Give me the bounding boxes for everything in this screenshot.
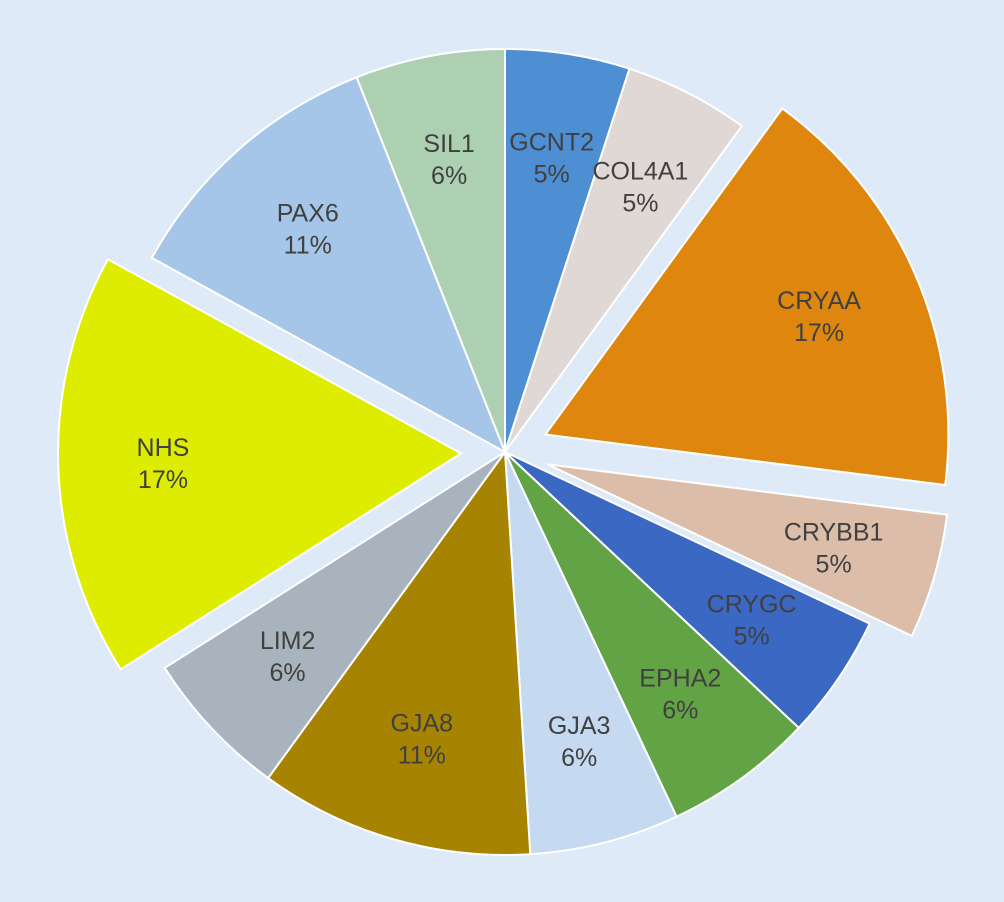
slice-sil1 bbox=[355, 47, 506, 453]
slice-value-pax6: 11% bbox=[284, 231, 332, 259]
slice-value-gja3: 6% bbox=[561, 744, 597, 772]
slice-value-crygc: 5% bbox=[734, 623, 770, 651]
slice-crybb1 bbox=[546, 463, 949, 638]
slice-value-nhs: 17% bbox=[138, 466, 188, 494]
slice-label-pax6: PAX6 bbox=[277, 199, 339, 227]
slice-label-epha2: EPHA2 bbox=[639, 664, 721, 692]
slice-label-cryaa: CRYAA bbox=[777, 287, 861, 315]
slice-label-gcnt2: GCNT2 bbox=[509, 128, 594, 156]
slice-epha2 bbox=[504, 451, 801, 818]
slice-value-col4a1: 5% bbox=[622, 189, 658, 217]
slice-gja3 bbox=[504, 451, 678, 856]
slice-value-epha2: 6% bbox=[662, 696, 698, 724]
slice-label-lim2: LIM2 bbox=[260, 627, 316, 655]
slice-value-crybb1: 5% bbox=[816, 550, 852, 578]
slice-label-col4a1: COL4A1 bbox=[592, 157, 688, 185]
slice-cryaa bbox=[543, 107, 950, 487]
slice-value-lim2: 6% bbox=[270, 659, 306, 687]
slice-value-sil1: 6% bbox=[431, 162, 467, 190]
slice-label-nhs: NHS bbox=[137, 434, 190, 462]
slices-layer bbox=[57, 47, 950, 856]
slice-label-crygc: CRYGC bbox=[707, 591, 797, 619]
slice-gja8 bbox=[266, 449, 532, 856]
slice-nhs bbox=[57, 257, 463, 671]
slice-value-gcnt2: 5% bbox=[534, 160, 570, 188]
slice-value-cryaa: 17% bbox=[794, 319, 844, 347]
slice-label-crybb1: CRYBB1 bbox=[784, 518, 884, 546]
slice-label-sil1: SIL1 bbox=[423, 130, 474, 158]
slice-lim2 bbox=[163, 451, 506, 780]
slice-label-gja3: GJA3 bbox=[548, 712, 611, 740]
slice-pax6 bbox=[150, 76, 507, 455]
labels-layer: GCNT2 5% COL4A1 5% CRYAA 17% CRYBB1 5% CRYGC 5% EP… bbox=[137, 128, 884, 771]
slice-label-gja8: GJA8 bbox=[391, 709, 454, 737]
slice-value-gja8: 11% bbox=[398, 741, 446, 769]
slice-col4a1 bbox=[504, 67, 744, 453]
